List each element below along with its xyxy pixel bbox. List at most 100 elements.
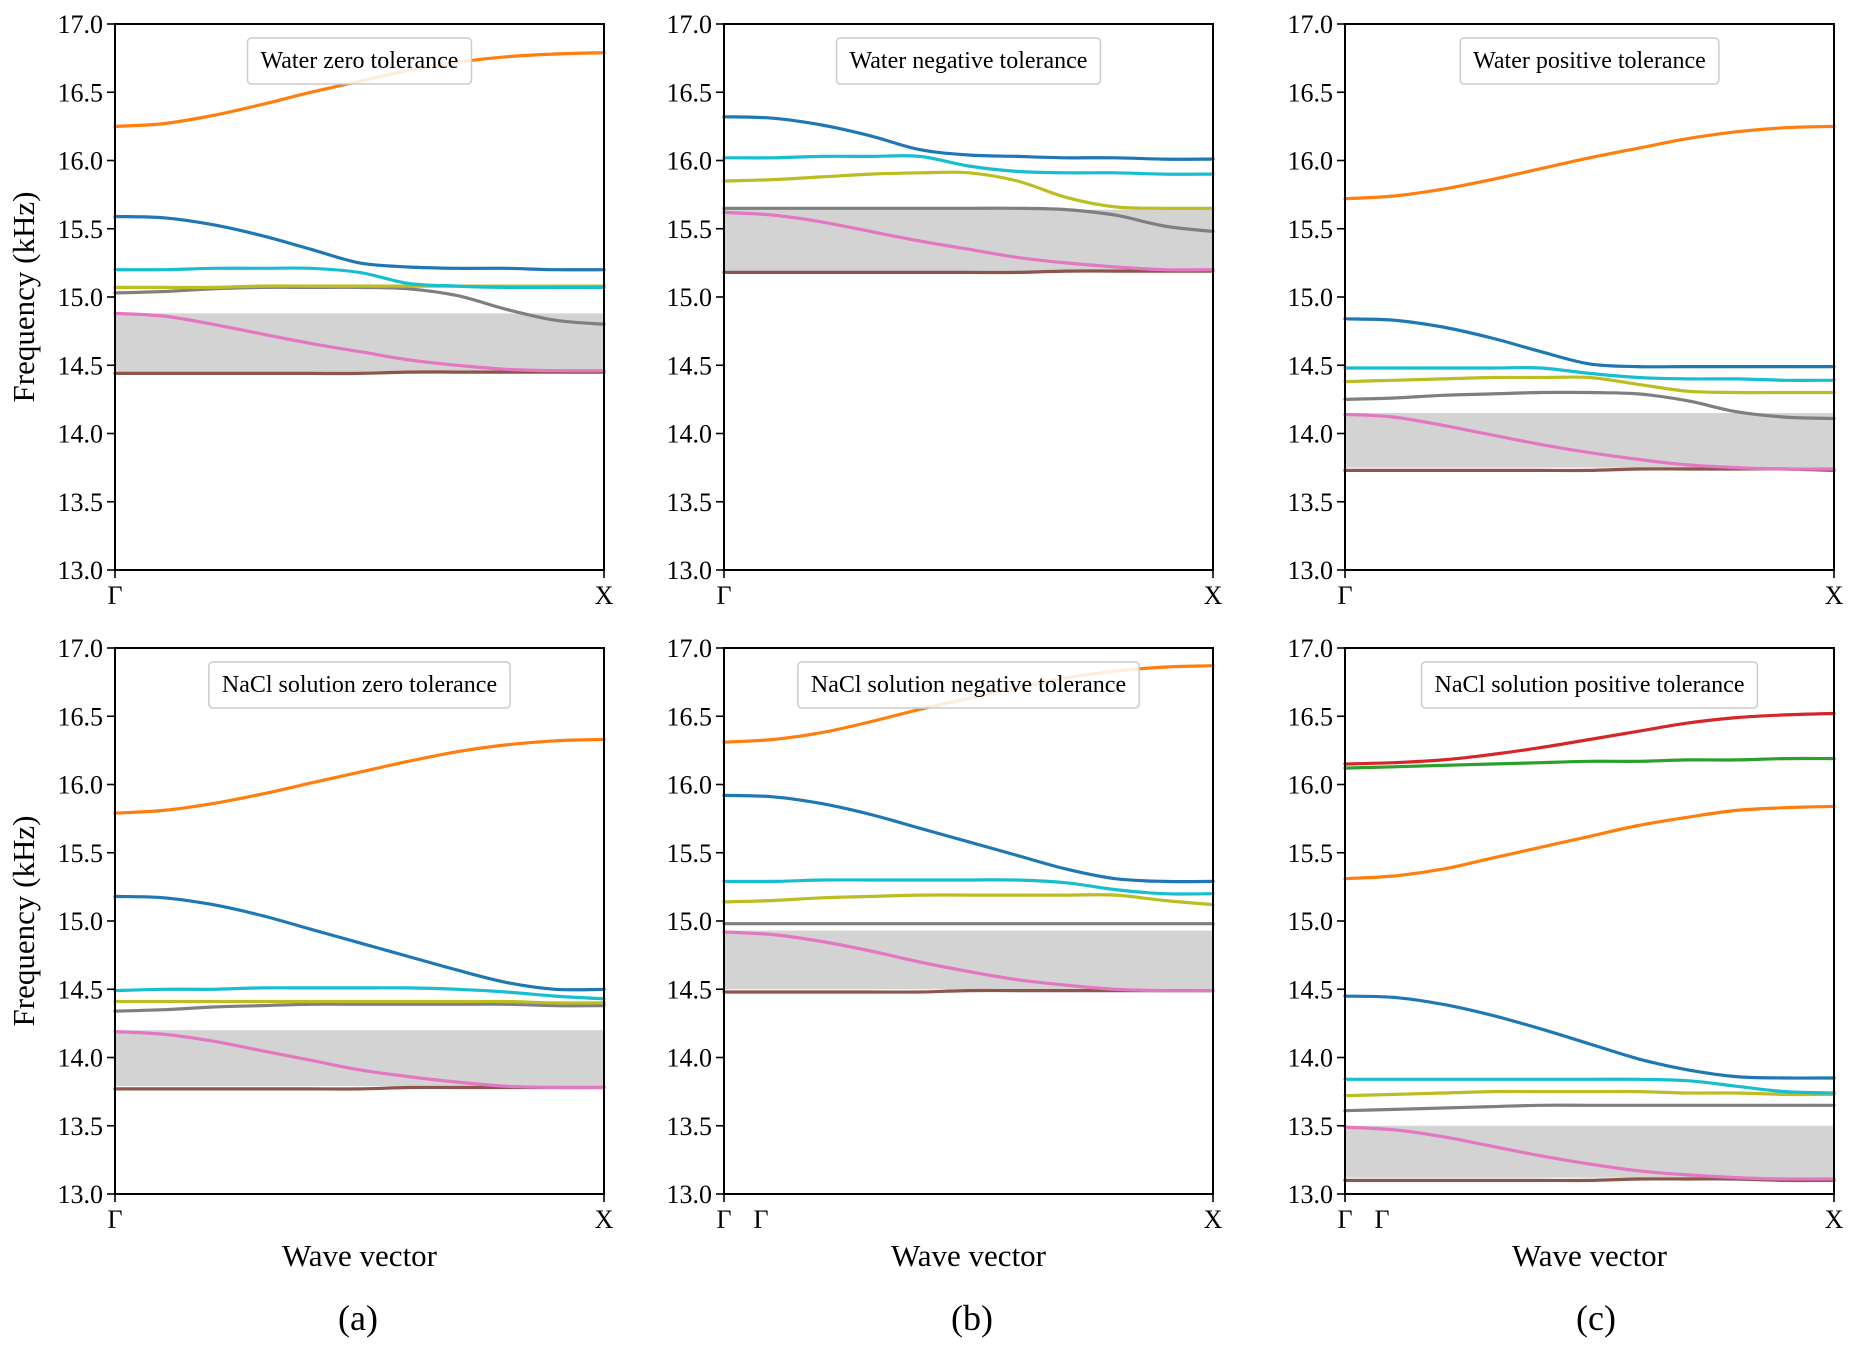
y-tick-label: 15.5 — [1288, 839, 1334, 868]
x-tick-label: Γ — [716, 581, 731, 610]
axes-frame — [1344, 23, 1835, 571]
x-tick-label: Γ — [753, 1205, 768, 1234]
y-tick-label: 15.0 — [667, 283, 713, 312]
band-curve-3 — [113, 1002, 606, 1013]
y-tick-label: 14.5 — [1288, 975, 1334, 1004]
y-tick-label: 16.0 — [58, 147, 104, 176]
y-tick-label: 13.5 — [58, 1112, 104, 1141]
band-curve-4 — [113, 999, 606, 1005]
band-curve-4 — [722, 893, 1215, 907]
legend-title: Water zero tolerance — [261, 48, 459, 74]
y-tick-label: 15.0 — [1288, 907, 1334, 936]
y-tick-label: 13.0 — [667, 556, 713, 585]
x-tick-label: Γ — [107, 1205, 122, 1234]
x-tick-label: X — [595, 1205, 614, 1234]
y-tick-label: 13.0 — [58, 1180, 104, 1209]
legend-title: NaCl solution negative tolerance — [811, 672, 1126, 698]
y-tick-label: 17.0 — [1288, 634, 1334, 663]
x-tick-label: X — [1204, 1205, 1223, 1234]
x-tick-label: Γ — [1374, 1205, 1389, 1234]
legend-title: Water positive tolerance — [1473, 48, 1706, 74]
y-tick-label: 13.5 — [1288, 1112, 1334, 1141]
legend-box: Water positive tolerance — [1459, 37, 1720, 85]
band-curve-3 — [722, 206, 1215, 234]
y-tick-label: 14.0 — [667, 1044, 713, 1073]
y-tick-label: 14.5 — [667, 975, 713, 1004]
y-tick-label: 13.5 — [1288, 488, 1334, 517]
y-tick-label: 15.0 — [1288, 283, 1334, 312]
y-tick-label: 14.0 — [1288, 1044, 1334, 1073]
x-tick-label: Γ — [1337, 581, 1352, 610]
band-curve-3 — [1343, 390, 1836, 421]
band-curve-6 — [113, 214, 606, 272]
y-tick-label: 14.0 — [667, 420, 713, 449]
y-tick-label: 13.0 — [667, 1180, 713, 1209]
legend-box: Water negative tolerance — [835, 37, 1102, 85]
y-tick-label: 16.0 — [667, 147, 713, 176]
band-curve-5 — [113, 266, 606, 290]
y-tick-label: 15.5 — [58, 215, 104, 244]
band-gap-region — [115, 313, 604, 373]
legend-title: NaCl solution zero tolerance — [222, 672, 497, 698]
y-tick-label: 16.5 — [667, 702, 713, 731]
band-curve-2 — [722, 210, 1215, 272]
panel-letter-c: (c) — [1576, 1298, 1616, 1338]
panel-nacl-solution-positive-tolerance: 13.0 13.5 14.0 14.5 15.0 15.5 16.0 16.5 17.0 Γ X Γ W… — [1288, 634, 1844, 1273]
y-tick-label: 14.5 — [58, 975, 104, 1004]
y-tick-label: 14.5 — [667, 351, 713, 380]
y-tick-label: 16.0 — [1288, 147, 1334, 176]
band-curve-3 — [1343, 1103, 1836, 1113]
band-curve-6 — [722, 115, 1215, 161]
y-tick-label: 16.5 — [58, 78, 104, 107]
y-tick-label: 14.5 — [1288, 351, 1334, 380]
axes-frame — [114, 23, 605, 571]
legend-box: NaCl solution negative tolerance — [797, 661, 1140, 709]
x-axis-title: Wave vector — [1512, 1238, 1668, 1273]
legend-box: Water zero tolerance — [246, 37, 473, 85]
y-tick-label: 15.5 — [58, 839, 104, 868]
legend-title: Water negative tolerance — [850, 48, 1088, 74]
legend-box: NaCl solution zero tolerance — [208, 661, 511, 709]
band-curve-7 — [1343, 124, 1836, 201]
x-axis-title: Wave vector — [891, 1238, 1047, 1273]
band-gap-region — [724, 930, 1213, 990]
y-tick-label: 16.5 — [1288, 702, 1334, 731]
y-tick-label: 13.0 — [1288, 556, 1334, 585]
legend-title: NaCl solution positive tolerance — [1435, 672, 1745, 698]
y-tick-label: 14.0 — [1288, 420, 1334, 449]
legend-frame — [208, 661, 511, 709]
band-curve-9 — [1343, 711, 1836, 766]
y-axis-title: Frequency (kHz) — [6, 192, 41, 403]
y-tick-label: 17.0 — [667, 634, 713, 663]
x-tick-label: Γ — [1337, 1205, 1352, 1234]
y-tick-label: 16.5 — [667, 78, 713, 107]
legend-frame — [1420, 661, 1759, 709]
band-curve-2 — [113, 311, 606, 373]
axes-frame — [723, 647, 1214, 1195]
y-tick-label: 15.0 — [58, 907, 104, 936]
band-curve-7 — [113, 737, 606, 815]
x-tick-label: Γ — [716, 1205, 731, 1234]
band-curve-4 — [722, 170, 1215, 210]
y-tick-label: 15.0 — [667, 907, 713, 936]
band-curve-8 — [1343, 756, 1836, 770]
panel-nacl-solution-zero-tolerance: 13.0 13.5 14.0 14.5 15.0 15.5 16.0 16.5 17.0 Γ X Fr… — [6, 634, 614, 1273]
legend-frame — [1459, 37, 1720, 85]
y-tick-label: 13.5 — [667, 1112, 713, 1141]
y-tick-label: 14.0 — [58, 1044, 104, 1073]
panel-water-positive-tolerance: 13.0 13.5 14.0 14.5 15.0 15.5 16.0 16.5 17.0 Γ X Wa… — [1288, 10, 1844, 610]
band-curve-5 — [722, 878, 1215, 896]
band-curve-6 — [1343, 317, 1836, 369]
band-curve-6 — [1343, 994, 1836, 1080]
band-curve-4 — [1343, 375, 1836, 395]
y-tick-label: 16.0 — [667, 771, 713, 800]
band-curve-6 — [113, 894, 606, 992]
band-curve-2 — [113, 1030, 606, 1090]
band-curve-5 — [722, 154, 1215, 176]
y-axis-title: Frequency (kHz) — [6, 816, 41, 1027]
x-tick-label: X — [1204, 581, 1223, 610]
y-tick-label: 15.5 — [667, 215, 713, 244]
axes-frame — [114, 647, 605, 1195]
axes-frame — [1344, 647, 1835, 1195]
